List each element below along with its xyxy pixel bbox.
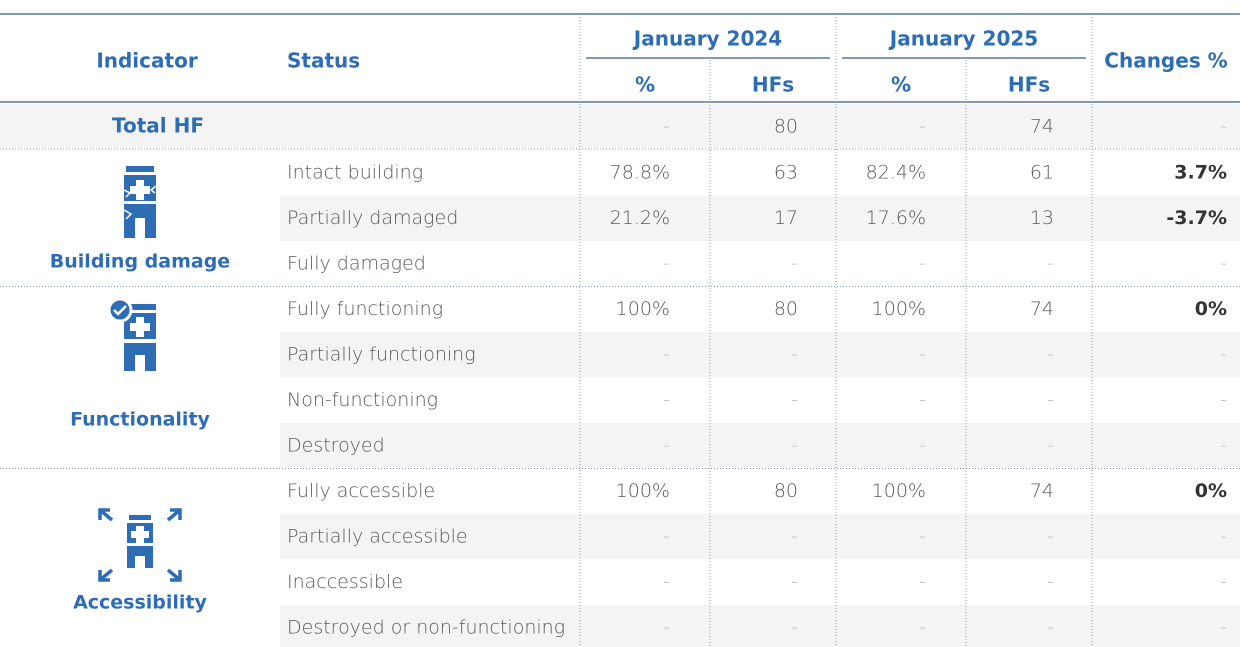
cell-value: - [1047,571,1054,593]
row-backgrounds [0,104,1240,647]
building-icon [123,166,157,238]
cell-status: Fully accessible [287,480,435,502]
cell-value: 100% [872,298,926,320]
cell-value: - [919,571,926,593]
row-band [280,605,1240,647]
cell-value: 3.7% [1174,161,1227,183]
cell-value: 78.8% [610,161,670,183]
cell-value: 63 [774,161,798,183]
header-col: % [635,73,655,97]
cell-value: - [1220,571,1227,593]
cell-value: - [1220,434,1227,456]
cell-value: - [919,116,926,138]
cell-value: 82.4% [866,161,926,183]
group-label: Building damage [50,251,230,273]
cell-status: Destroyed or non-functioning [287,616,565,638]
cell-status: Fully functioning [287,298,443,320]
cell-value: 74 [1030,116,1054,138]
cell-value: - [663,525,670,547]
cell-value: 0% [1195,298,1227,320]
header-period: January 2024 [632,27,782,51]
row-band [280,332,1240,378]
accessibility-icon [98,508,182,582]
cell-value: 21.2% [610,207,670,229]
cell-value: 61 [1030,161,1054,183]
cell-status: Fully damaged [287,252,426,274]
cell-value: - [1220,343,1227,365]
cell-value: - [919,389,926,411]
cell-value: - [1220,525,1227,547]
cell-value: - [919,434,926,456]
header-col: HFs [752,73,794,97]
cell-status: Partially accessible [287,525,468,547]
cell-value: - [1220,389,1227,411]
cell-value: 17 [774,207,798,229]
cell-value: - [791,343,798,365]
cell-value: 17.6% [866,207,926,229]
cell-value: - [663,571,670,593]
group-label: Accessibility [73,592,207,614]
cell-value: 80 [774,480,798,502]
cell-value: 100% [616,480,670,502]
cell-value: - [919,252,926,274]
header-period: January 2025 [888,27,1038,51]
header-indicator: Indicator [96,49,198,73]
cell-value: - [1047,525,1054,547]
cell-value: 74 [1030,480,1054,502]
cell-value: - [663,434,670,456]
cell-value: - [919,525,926,547]
cell-value: - [663,616,670,638]
cell-value: 74 [1030,298,1054,320]
cell-value: - [791,252,798,274]
cell-value: 100% [872,480,926,502]
cell-value: - [1047,434,1054,456]
cell-value: - [791,525,798,547]
functionality-icon [107,297,156,371]
header-status: Status [287,49,360,73]
cell-value: 100% [616,298,670,320]
row-band [0,104,1240,148]
cell-value: 80 [774,298,798,320]
header-col: HFs [1008,73,1050,97]
cell-value: - [791,571,798,593]
cell-value: - [663,389,670,411]
header-col: % [891,73,911,97]
cell-value: - [663,116,670,138]
row-band [280,514,1240,560]
cell-value: - [663,343,670,365]
cell-status: Non-functioning [287,389,438,411]
cell-value: - [919,343,926,365]
cell-value: - [1047,252,1054,274]
cell-status: Inaccessible [287,571,403,593]
cell-value: - [1220,116,1227,138]
cell-value: - [791,616,798,638]
cell-value: - [663,252,670,274]
cell-value: - [791,389,798,411]
cell-value: - [1047,343,1054,365]
cell-value: 80 [774,116,798,138]
cell-status: Destroyed [287,434,385,456]
cell-value: - [1220,616,1227,638]
cell-value: - [1220,252,1227,274]
cell-status: Intact building [287,161,423,183]
rows: - 80 - 74 - Intact building 78.8% 63 82.4% 61 3.7%… [0,14,1240,647]
header-changes: Changes % [1104,49,1227,73]
row-band [280,423,1240,469]
cell-value: - [1047,616,1054,638]
cell-status: Partially functioning [287,343,476,365]
cell-value: - [791,434,798,456]
cell-status: Partially damaged [287,207,458,229]
cell-value: 13 [1030,207,1054,229]
cell-value: - [1047,389,1054,411]
cell-value: -3.7% [1166,207,1227,229]
cell-value: 0% [1195,480,1227,502]
group-label: Functionality [70,409,210,431]
total-label: Total HF [112,114,204,138]
row-band [280,195,1240,241]
cell-value: - [919,616,926,638]
